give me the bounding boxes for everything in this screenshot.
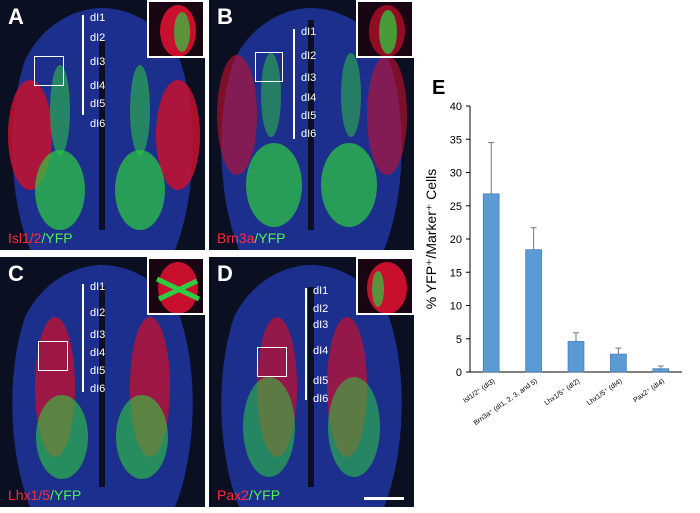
panel-letter: E [432, 77, 445, 99]
y-tick-label: 30 [450, 168, 462, 180]
bar [652, 368, 670, 373]
zone-dI5: dI5 [301, 110, 317, 122]
x-tick-label: Isl1/2⁺ (dI3) [462, 378, 496, 405]
zone-dI1: dI1 [301, 26, 317, 38]
bar [525, 249, 542, 373]
y-tick-label: 20 [450, 234, 462, 246]
panel-letter: A [8, 4, 24, 29]
zone-dI3: dI3 [90, 329, 106, 341]
y-tick-label: 15 [450, 267, 462, 279]
zone-dI2: dI2 [90, 32, 106, 44]
stain-label: Brn3a/YFP [217, 230, 286, 246]
bar [482, 193, 500, 373]
y-tick-label: 5 [456, 334, 462, 346]
panel-letter: B [217, 4, 233, 29]
x-tick-label: Pax2⁺ (dI4) [632, 378, 666, 404]
scale-bar [364, 497, 404, 500]
x-tick-label: Lhx1/5⁺ (dI2) [543, 378, 581, 407]
panel-letter: C [8, 261, 24, 286]
y-tick-label: 40 [450, 101, 462, 113]
zone-dI3: dI3 [90, 56, 106, 68]
bar [610, 353, 627, 373]
zone-dI4: dI4 [313, 345, 329, 357]
zone-dI6: dI6 [313, 393, 329, 405]
micrograph-panel-a: dI1 dI2 dI3 dI4 dI5 dI6 A Isl1/2/YFP [0, 0, 205, 250]
y-tick-label: 35 [450, 134, 462, 146]
stain-label: Lhx1/5/YFP [8, 487, 82, 503]
spinal-cord-section-image [12, 265, 193, 507]
inset-zoom [356, 0, 414, 58]
zone-dI2: dI2 [313, 303, 329, 315]
zone-dI2: dI2 [90, 307, 106, 319]
spinal-cord-section-image [221, 265, 402, 507]
zone-dI4: dI4 [90, 347, 106, 359]
y-tick-label: 10 [450, 301, 462, 313]
panel-letter: D [217, 261, 233, 286]
bar [567, 341, 585, 373]
zone-dI4: dI4 [301, 92, 317, 104]
zone-dI5: dI5 [313, 375, 329, 387]
zone-dI1: dI1 [313, 285, 329, 297]
roi-box [38, 341, 68, 371]
zone-dI3: dI3 [301, 72, 317, 84]
zone-dI4: dI4 [90, 80, 106, 92]
y-tick-label: 0 [456, 367, 462, 379]
micrograph-panel-b: dI1 dI2 dI3 dI4 dI5 dI6 B Brn3a/YFP [209, 0, 414, 250]
stain-label: Isl1/2/YFP [8, 230, 73, 246]
spinal-cord-section-image [8, 8, 200, 250]
zone-dI6: dI6 [90, 383, 106, 395]
bar-chart: E 0 5 10 15 20 25 30 35 40 % YFP⁺/Marker⁺ Cells Isl… [423, 77, 682, 427]
y-axis-label: % YFP⁺/Marker⁺ Cells [423, 169, 439, 310]
zone-dI3: dI3 [313, 319, 329, 331]
inset-zoom [147, 257, 205, 315]
zone-dI6: dI6 [301, 128, 317, 140]
zone-dI1: dI1 [90, 281, 106, 293]
micrograph-panel-d: dI1 dI2 dI3 dI4 dI5 dI6 D Pax2/YFP [209, 257, 414, 507]
stain-label: Pax2/YFP [217, 487, 281, 503]
zone-dI6: dI6 [90, 118, 106, 130]
zone-dI1: dI1 [90, 12, 106, 24]
inset-zoom [356, 257, 414, 315]
roi-box [34, 56, 64, 86]
zone-dI2: dI2 [301, 50, 317, 62]
y-tick-label: 25 [450, 201, 462, 213]
x-tick-label: Lhx1/5⁺ (dI4) [586, 378, 624, 407]
roi-box [255, 52, 283, 82]
inset-zoom [147, 0, 205, 58]
roi-box [257, 347, 287, 377]
micrograph-panel-c: dI1 dI2 dI3 dI4 dI5 dI6 C Lhx1/5/YFP [0, 257, 205, 507]
spinal-cord-section-image [217, 8, 407, 250]
zone-dI5: dI5 [90, 365, 106, 377]
zone-dI5: dI5 [90, 98, 106, 110]
